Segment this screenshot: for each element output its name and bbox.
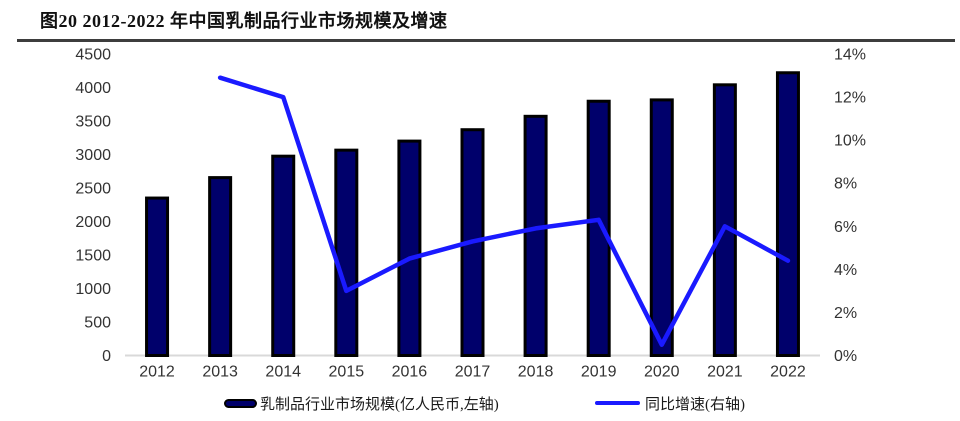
bar-2022 <box>775 71 800 357</box>
chart-title: 图20 2012-2022 年中国乳制品行业市场规模及增速 <box>40 11 448 31</box>
right-axis-tick: 10% <box>834 133 866 150</box>
bar-2019 <box>586 99 611 357</box>
x-axis-tick-2018: 2018 <box>518 364 554 381</box>
bar-2016 <box>397 139 422 357</box>
left-axis-tick: 1000 <box>75 281 111 298</box>
growth-line <box>217 75 791 347</box>
line-series-swatch-icon <box>595 400 640 406</box>
left-axis-tick: 500 <box>84 315 111 332</box>
left-axis-tick: 1500 <box>75 248 111 265</box>
left-axis-tick: 4000 <box>75 80 111 97</box>
chart-legend: 乳制品行业市场规模(亿人民币,左轴) 同比增速(右轴) <box>0 392 960 414</box>
bar-2018 <box>523 114 548 357</box>
bar-series-swatch-icon <box>224 398 257 408</box>
right-axis-tick: 12% <box>834 90 866 107</box>
x-axis-tick-2022: 2022 <box>770 364 806 381</box>
bar-2021 <box>712 83 737 357</box>
left-axis-tick: 4500 <box>75 47 111 64</box>
left-axis-tick: 3000 <box>75 147 111 164</box>
bar-2014 <box>271 154 296 357</box>
right-axis-tick: 6% <box>834 219 857 236</box>
legend-label-growth: 同比增速(右轴) <box>645 396 745 413</box>
chart-canvas: 0 500 1000 1500 2000 2500 3000 3500 4000 4500 0% 2%… <box>75 47 866 381</box>
x-axis-tick-2013: 2013 <box>202 364 238 381</box>
left-axis-tick: 2500 <box>75 181 111 198</box>
bar-2020 <box>649 98 674 357</box>
x-axis-tick-2021: 2021 <box>707 364 743 381</box>
x-axis-tick-2015: 2015 <box>329 364 365 381</box>
right-axis-tick: 8% <box>834 176 857 193</box>
x-axis-tick-2020: 2020 <box>644 364 680 381</box>
bar-2013 <box>208 176 233 357</box>
x-axis-tick-2014: 2014 <box>265 364 301 381</box>
left-axis-tick: 3500 <box>75 114 111 131</box>
left-axis-tick: 0 <box>102 348 111 365</box>
x-axis-tick-2012: 2012 <box>139 364 175 381</box>
right-axis-tick: 4% <box>834 262 857 279</box>
x-axis-tick-2016: 2016 <box>392 364 428 381</box>
legend-item-market-size: 乳制品行业市场规模(亿人民币,左轴) <box>224 392 499 414</box>
x-axis-tick-2017: 2017 <box>455 364 491 381</box>
bar-2012 <box>145 196 170 357</box>
legend-label-market-size: 乳制品行业市场规模(亿人民币,左轴) <box>260 396 499 413</box>
right-axis-tick: 0% <box>834 348 857 365</box>
left-axis-tick: 2000 <box>75 214 111 231</box>
right-axis-tick: 14% <box>834 47 866 64</box>
legend-item-growth: 同比增速(右轴) <box>595 392 745 414</box>
bar-2015 <box>334 148 359 357</box>
chart-area: 0 500 1000 1500 2000 2500 3000 3500 4000 4500 0% 2%… <box>0 40 960 388</box>
title-divider <box>17 39 955 42</box>
right-axis-tick: 2% <box>834 305 857 322</box>
x-axis-tick-2019: 2019 <box>581 364 617 381</box>
